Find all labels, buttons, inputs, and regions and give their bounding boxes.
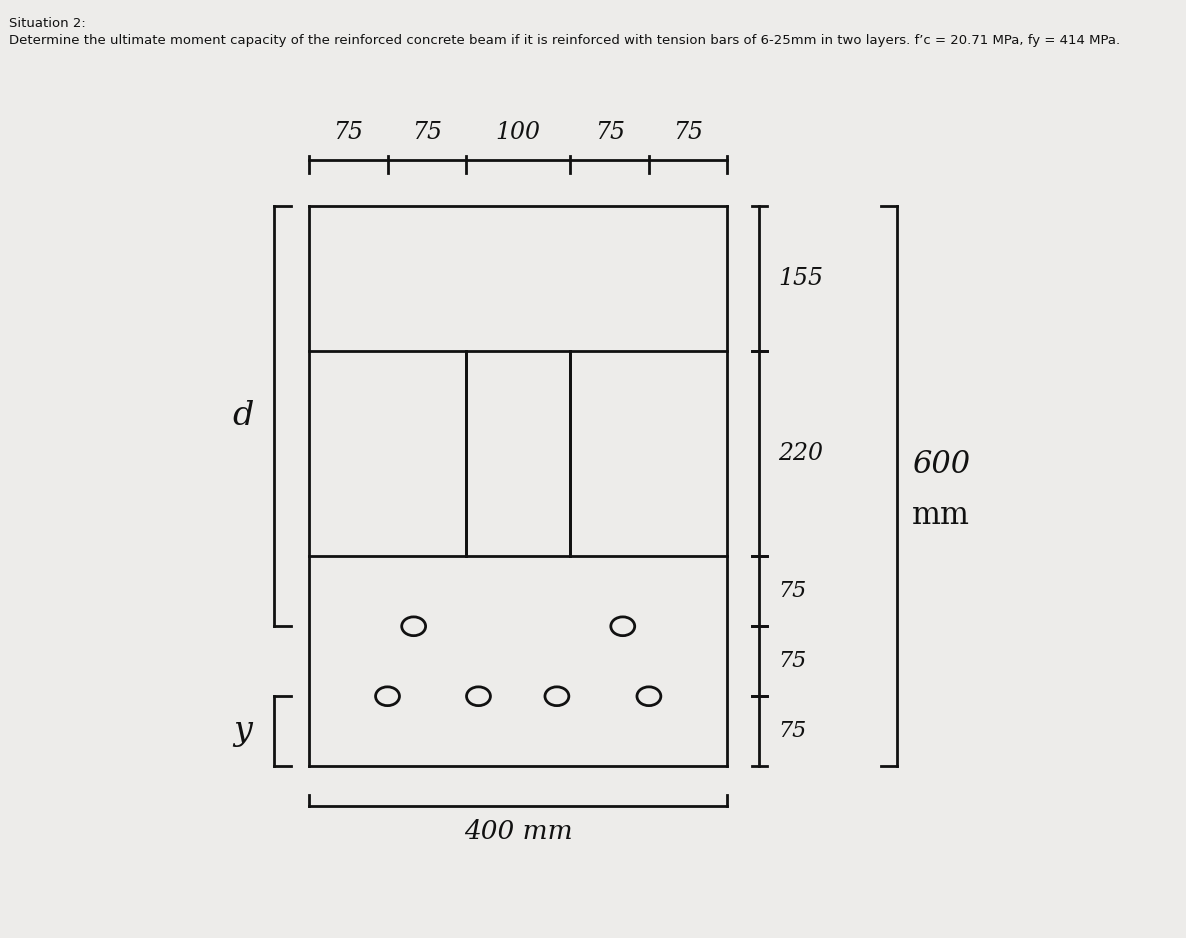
Text: 220: 220 <box>778 442 823 465</box>
Text: 155: 155 <box>778 267 823 290</box>
Text: 100: 100 <box>496 121 541 144</box>
Text: y: y <box>234 715 253 748</box>
Text: 75: 75 <box>778 581 806 602</box>
Text: 400 mm: 400 mm <box>464 819 573 844</box>
Text: 75: 75 <box>412 121 441 144</box>
Text: d: d <box>232 401 254 432</box>
Text: Situation 2:: Situation 2: <box>9 17 87 30</box>
Text: mm: mm <box>912 500 970 531</box>
Text: 75: 75 <box>674 121 703 144</box>
Text: Determine the ultimate moment capacity of the reinforced concrete beam if it is : Determine the ultimate moment capacity o… <box>9 34 1121 47</box>
Text: 75: 75 <box>778 720 806 742</box>
Text: 600: 600 <box>912 449 970 480</box>
Text: 75: 75 <box>594 121 625 144</box>
Text: 75: 75 <box>778 650 806 673</box>
Text: 75: 75 <box>333 121 363 144</box>
